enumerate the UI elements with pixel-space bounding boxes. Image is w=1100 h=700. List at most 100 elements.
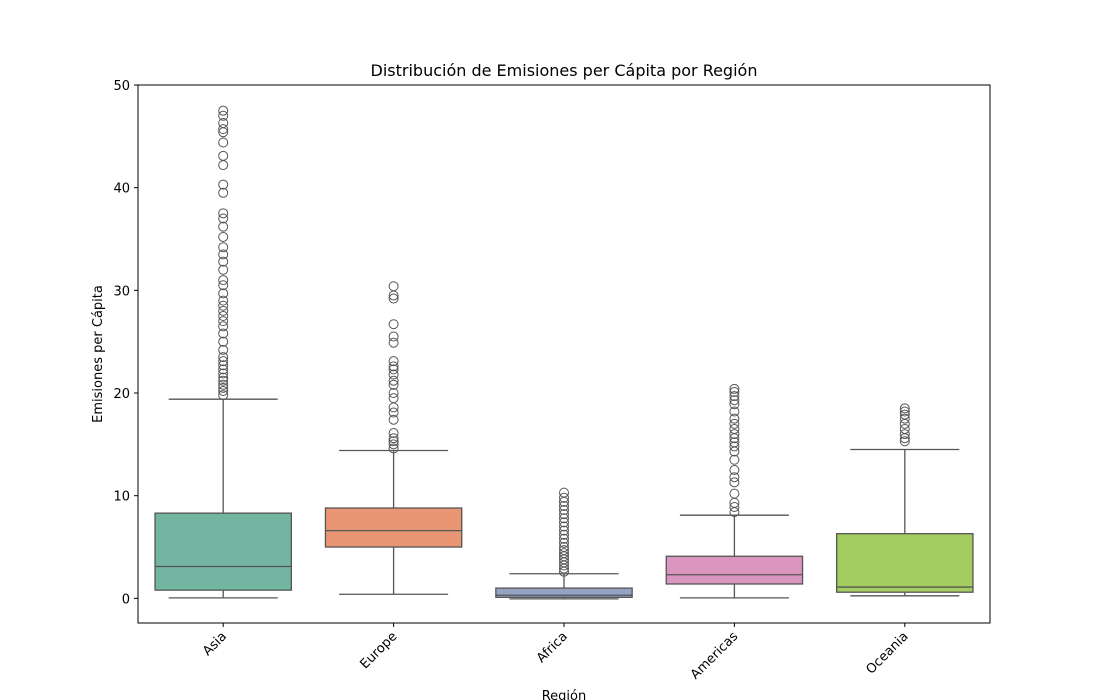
outlier xyxy=(559,525,569,536)
y-tick-label: 0 xyxy=(122,592,130,607)
outlier xyxy=(899,413,910,424)
box xyxy=(324,507,463,548)
outlier xyxy=(388,364,399,375)
x-tick-label: Africa xyxy=(534,629,571,666)
outlier xyxy=(218,221,229,232)
outlier xyxy=(729,391,740,402)
outlier xyxy=(388,369,399,380)
outlier xyxy=(218,179,229,190)
y-axis-label: Emisiones per Cápita xyxy=(91,285,106,423)
outlier xyxy=(218,117,229,128)
outlier xyxy=(388,319,399,330)
outlier xyxy=(559,529,569,540)
outlier xyxy=(218,300,229,311)
outlier xyxy=(218,137,229,148)
outlier xyxy=(218,321,229,332)
box xyxy=(835,533,974,593)
outlier xyxy=(899,429,910,440)
outlier xyxy=(218,316,229,327)
outlier xyxy=(729,418,740,429)
outlier xyxy=(388,402,399,413)
outlier xyxy=(559,542,569,553)
outlier xyxy=(729,465,740,476)
outlier xyxy=(218,150,229,161)
outlier xyxy=(729,386,740,397)
outlier xyxy=(559,521,569,532)
outlier xyxy=(218,375,229,386)
outlier xyxy=(559,509,569,520)
outlier xyxy=(388,337,399,348)
outlier xyxy=(559,537,569,548)
outlier xyxy=(729,423,740,434)
outlier xyxy=(899,418,910,429)
outlier xyxy=(218,336,229,347)
outlier xyxy=(729,501,740,512)
box xyxy=(495,587,633,598)
chart-title: Distribución de Emisiones per Cápita por… xyxy=(371,61,758,80)
outlier xyxy=(729,477,740,488)
outlier xyxy=(388,281,399,292)
outlier xyxy=(218,187,229,198)
y-tick-label: 10 xyxy=(113,490,130,505)
outlier xyxy=(559,505,569,516)
outlier xyxy=(388,375,399,386)
outlier xyxy=(559,487,569,498)
plot-frame xyxy=(137,84,991,624)
outlier xyxy=(729,441,740,452)
outlier xyxy=(218,382,229,393)
outlier xyxy=(218,295,229,306)
outlier xyxy=(218,368,229,379)
outlier xyxy=(559,533,569,544)
outlier xyxy=(218,344,229,355)
outlier xyxy=(218,390,229,401)
outlier xyxy=(559,517,569,528)
outlier xyxy=(899,409,910,420)
outlier xyxy=(218,379,229,390)
outlier xyxy=(729,429,740,440)
outlier xyxy=(218,372,229,383)
outlier xyxy=(388,439,399,450)
x-tick-label: Europe xyxy=(357,629,400,672)
outlier xyxy=(218,356,229,367)
outlier xyxy=(388,356,399,367)
outlier xyxy=(388,428,399,439)
outlier xyxy=(388,433,399,444)
outlier xyxy=(218,305,229,316)
outlier xyxy=(218,328,229,339)
x-tick-label: Asia xyxy=(200,629,230,659)
box xyxy=(154,512,293,591)
outlier xyxy=(729,413,740,424)
outlier xyxy=(218,352,229,363)
y-tick-label: 30 xyxy=(113,284,130,299)
outlier xyxy=(559,500,569,511)
outlier xyxy=(218,360,229,371)
outlier xyxy=(218,110,229,121)
outlier xyxy=(218,264,229,275)
outlier xyxy=(218,105,229,116)
outlier xyxy=(388,293,399,304)
outlier xyxy=(559,513,569,524)
outlier xyxy=(388,361,399,372)
outlier xyxy=(218,275,229,286)
outlier xyxy=(218,256,229,267)
outlier xyxy=(218,364,229,375)
outlier xyxy=(218,242,229,253)
outlier xyxy=(899,406,910,417)
y-tick-label: 20 xyxy=(113,387,130,402)
outlier xyxy=(218,124,229,135)
outlier xyxy=(388,407,399,418)
outlier xyxy=(729,437,740,448)
y-tick-label: 40 xyxy=(113,182,130,197)
outlier xyxy=(388,388,399,399)
outlier xyxy=(899,403,910,414)
outlier xyxy=(729,406,740,417)
outlier xyxy=(899,423,910,434)
outlier xyxy=(559,492,569,503)
x-tick-label: Americas xyxy=(688,629,741,682)
outlier xyxy=(218,208,229,219)
outlier xyxy=(218,249,229,260)
outlier xyxy=(218,385,229,396)
outlier xyxy=(218,280,229,291)
outlier xyxy=(388,414,399,425)
